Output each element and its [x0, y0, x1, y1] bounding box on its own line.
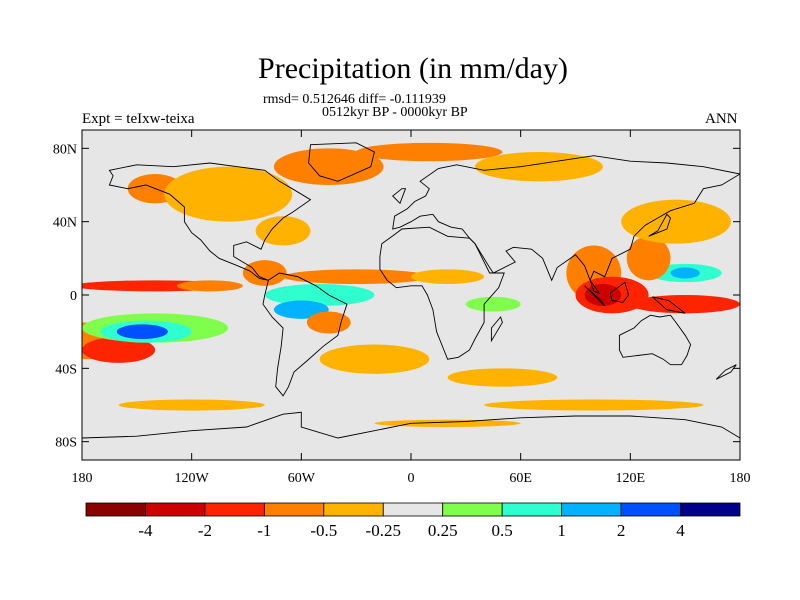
coastlines — [82, 142, 740, 439]
lon-tick-label: 60E — [509, 471, 532, 486]
anomaly-region — [474, 152, 603, 182]
anomaly-region — [447, 368, 558, 387]
map-title: Precipitation (in mm/day) — [258, 52, 568, 85]
colorbar-label: -1 — [257, 521, 271, 540]
lat-tick-label: 40N — [53, 216, 77, 231]
colorbar-swatch — [382, 502, 444, 517]
coastline-new-guinea — [652, 296, 686, 314]
longitude-axis: 180 120W 60W 0 60E 120E 180 — [72, 130, 751, 486]
colorbar-label: 0.5 — [492, 521, 513, 540]
period-label: 0512kyr BP - 0000kyr BP — [322, 105, 468, 120]
colorbar-label: 4 — [676, 521, 685, 540]
colorbar: -4 -2 -1 -0.5 -0.25 0.25 0.5 1 2 4 — [85, 502, 741, 540]
anomaly-region — [670, 267, 700, 279]
coastline-japan — [648, 213, 672, 237]
anomaly-region — [465, 296, 521, 312]
colorbar-swatch — [263, 502, 325, 517]
colorbar-label: 0.25 — [428, 521, 458, 540]
anomaly-region — [630, 295, 740, 314]
colorbar-swatch — [620, 502, 681, 517]
experiment-label: Expt = teIxw-teixa — [82, 111, 195, 127]
anomaly-region — [306, 311, 351, 334]
season-label: ANN — [705, 111, 738, 127]
coastline-new-zealand — [715, 364, 737, 380]
anomaly-region — [411, 269, 485, 284]
anomaly-region — [255, 216, 311, 246]
anomaly-region — [264, 284, 375, 306]
coastline-antarctica — [82, 411, 740, 439]
lon-tick-label: 120W — [175, 471, 210, 486]
anomaly-region — [374, 419, 521, 428]
colorbar-swatch — [204, 502, 265, 517]
lon-tick-label: 0 — [408, 471, 415, 486]
anomaly-region — [319, 344, 430, 374]
anomaly-region — [116, 324, 168, 339]
colorbar-swatch — [442, 502, 503, 517]
colorbar-label: -4 — [138, 521, 153, 540]
colorbar-swatch — [85, 502, 146, 517]
coastline-africa — [379, 226, 505, 360]
colorbar-swatch — [680, 502, 741, 517]
lat-tick-label: 80N — [53, 142, 77, 157]
coastline-australia — [618, 314, 692, 366]
lon-tick-label: 60W — [288, 471, 316, 486]
lat-tick-label: 40S — [55, 362, 77, 377]
lon-tick-label: 180 — [730, 471, 751, 486]
anomaly-field — [82, 142, 740, 428]
anomaly-region — [621, 199, 731, 244]
colorbar-swatch — [145, 502, 206, 517]
coastline-madagascar — [490, 316, 503, 343]
coastline-south-america — [262, 272, 348, 397]
lon-tick-label: 180 — [72, 471, 93, 486]
anomaly-region — [164, 166, 293, 222]
lat-tick-label: 0 — [70, 289, 77, 304]
colorbar-label: 1 — [557, 521, 566, 540]
coastline-borneo — [609, 281, 629, 303]
anomaly-region — [118, 399, 265, 411]
anomaly-region — [177, 280, 243, 292]
anomaly-region — [484, 399, 704, 411]
colorbar-label: -0.5 — [310, 521, 337, 540]
latitude-axis: 80N 40N 0 40S 80S — [53, 142, 740, 451]
coastline-greenland — [308, 142, 375, 182]
anomaly-region — [626, 236, 671, 281]
colorbar-label: -2 — [198, 521, 212, 540]
colorbar-swatch — [323, 502, 384, 517]
lon-tick-label: 120E — [616, 471, 646, 486]
colorbar-swatch — [561, 502, 622, 517]
colorbar-swatch — [501, 502, 563, 517]
anomaly-region — [242, 260, 287, 286]
lat-tick-label: 80S — [55, 436, 77, 451]
stats-line: rmsd= 0.512646 diff= -0.111939 — [263, 92, 446, 107]
anomaly-region — [273, 148, 384, 186]
colorbar-label: -0.25 — [366, 521, 401, 540]
anomaly-region — [283, 269, 430, 284]
anomaly-region — [82, 337, 156, 363]
coastline-north-america — [108, 162, 312, 281]
coastline-sumatra — [584, 285, 606, 307]
colorbar-label: 2 — [617, 521, 626, 540]
anomaly-region — [356, 142, 503, 162]
coastline-british-isles — [392, 188, 407, 205]
